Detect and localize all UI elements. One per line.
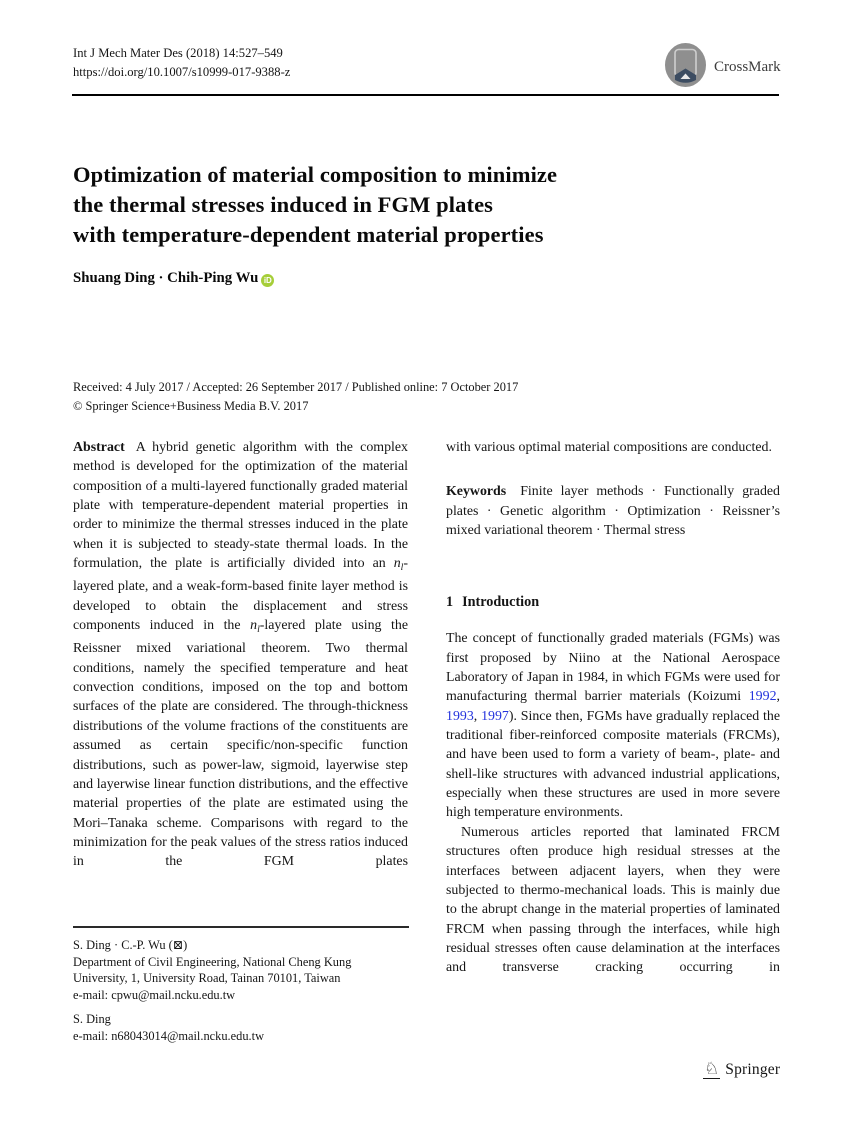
springer-label: Springer (725, 1061, 781, 1078)
right-column: with various optimal material compositio… (446, 438, 780, 978)
crossmark-badge[interactable]: CrossMark (664, 42, 781, 93)
crossmark-label: CrossMark (714, 59, 781, 75)
abstract-paragraph: Abstract A hybrid genetic algorithm with … (73, 438, 408, 872)
orcid-icon[interactable]: iD (261, 274, 275, 287)
publication-history: Received: 4 July 2017 / Accepted: 26 Sep… (73, 378, 518, 415)
citation-link[interactable]: 1992 (748, 689, 777, 705)
keywords-text: Finite layer methods · Functionally grad… (446, 484, 780, 539)
citation-link[interactable]: 1993 (446, 708, 474, 724)
abstract-continuation: with various optimal material compositio… (446, 440, 772, 455)
left-column: Abstract A hybrid genetic algorithm with … (73, 438, 408, 872)
footnote-block: S. Ding · C.-P. Wu (⊠) Department of Civ… (73, 926, 409, 1044)
springer-knight-icon: ♘ (703, 1059, 721, 1079)
history-dates: Received: 4 July 2017 / Accepted: 26 Sep… (73, 380, 519, 394)
footnote-author-2: S. Ding (73, 1012, 111, 1026)
keywords-paragraph: Keywords Finite layer methods · Functiona… (446, 482, 780, 540)
journal-reference: Int J Mech Mater Des (2018) 14:527–549 (73, 46, 283, 60)
header-block: Int J Mech Mater Des (2018) 14:527–549 h… (73, 44, 290, 82)
section-title: Introduction (462, 594, 540, 611)
doi-text: https://doi.org/10.1007/s10999-017-9388-… (73, 65, 291, 79)
authors-line: Shuang Ding · Chih-Ping Wu iD (73, 270, 275, 287)
abstract-body: A hybrid genetic algorithm with the comp… (73, 440, 409, 870)
email-line-1: e-mail: cpwu@mail.ncku.edu.tw (73, 987, 236, 1002)
abstract-heading: Abstract (73, 440, 125, 455)
page-title: Optimization of material composition to … (73, 162, 558, 247)
correspondence-line: S. Ding · C.-P. Wu (⊠) (73, 938, 188, 952)
intro-paragraph-2: Numerous articles reported that laminate… (446, 824, 780, 976)
copyright-line: © Springer Science+Business Media B.V. 2… (73, 398, 309, 413)
email-line-2: e-mail: n68043014@mail.ncku.edu.tw (73, 1028, 265, 1043)
intro-paragraph-1: The concept of functionally graded mater… (446, 631, 780, 821)
keywords-heading: Keywords (446, 484, 507, 500)
author-names: Shuang Ding · Chih-Ping Wu (73, 270, 259, 286)
citation-link[interactable]: 1997 (481, 708, 509, 724)
crossmark-icon (664, 42, 707, 93)
affiliation-line: Department of Civil Engineering, Nationa… (73, 954, 352, 986)
header-divider (72, 94, 779, 96)
springer-logo: ♘ Springer (703, 1060, 780, 1079)
section-heading-introduction: 1 Introduction (446, 592, 780, 612)
footnote-divider (73, 926, 409, 928)
section-number: 1 (446, 594, 454, 611)
